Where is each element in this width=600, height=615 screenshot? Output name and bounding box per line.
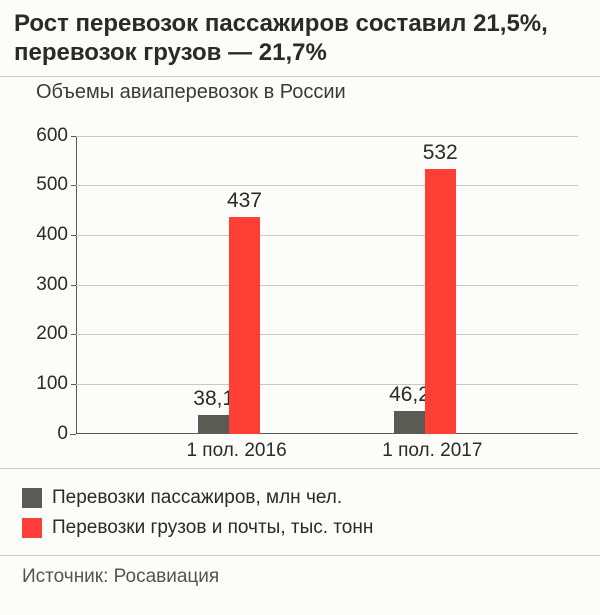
grid-line (76, 334, 578, 335)
legend-item: Перевозки пассажиров, млн чел. (22, 487, 586, 509)
bar: 46,2 (394, 411, 425, 434)
bar: 38,1 (198, 415, 229, 434)
ytick-label: 400 (36, 224, 76, 246)
bar: 532 (425, 169, 456, 433)
source-block: Источник: Росавиация (0, 556, 600, 598)
bar-value-label: 437 (223, 189, 266, 217)
grid-line (76, 235, 578, 236)
grid-line (76, 384, 578, 385)
bar: 437 (229, 217, 260, 434)
chart-subtitle: Объемы авиаперевозок в России (36, 81, 586, 104)
ytick-label: 500 (36, 174, 76, 196)
ytick-label: 0 (57, 423, 76, 445)
bar-value-label: 532 (419, 141, 462, 169)
xtick-label: 1 пол. 2017 (382, 434, 467, 462)
subtitle-block: Объемы авиаперевозок в России (0, 77, 600, 110)
page-title: Рост перевозок пассажиров составил 21,5%… (14, 10, 586, 68)
ytick-label: 300 (36, 274, 76, 296)
container: Рост перевозок пассажиров составил 21,5%… (0, 0, 600, 615)
legend-item: Перевозки грузов и почты, тыс. тонн (22, 517, 586, 539)
legend: Перевозки пассажиров, млн чел. Перевозки … (0, 469, 600, 555)
plot-region: 01002003004005006001 пол. 201638,14371 п… (76, 136, 578, 434)
grid-line (76, 136, 578, 137)
ytick-label: 600 (36, 125, 76, 147)
grid-line (76, 185, 578, 186)
ytick-label: 200 (36, 323, 76, 345)
legend-label: Перевозки грузов и почты, тыс. тонн (52, 517, 373, 539)
title-block: Рост перевозок пассажиров составил 21,5%… (0, 0, 600, 76)
ytick-label: 100 (36, 373, 76, 395)
chart-area: 01002003004005006001 пол. 201638,14371 п… (14, 118, 586, 468)
legend-label: Перевозки пассажиров, млн чел. (52, 487, 342, 509)
x-axis-line (76, 433, 578, 434)
legend-swatch (22, 518, 42, 538)
legend-swatch (22, 488, 42, 508)
source-text: Источник: Росавиация (22, 566, 586, 588)
xtick-label: 1 пол. 2016 (186, 434, 271, 462)
grid-line (76, 285, 578, 286)
